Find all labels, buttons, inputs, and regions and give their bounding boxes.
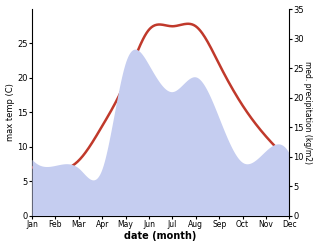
X-axis label: date (month): date (month) — [124, 231, 197, 242]
Y-axis label: med. precipitation (kg/m2): med. precipitation (kg/m2) — [303, 61, 313, 164]
Y-axis label: max temp (C): max temp (C) — [5, 83, 15, 141]
